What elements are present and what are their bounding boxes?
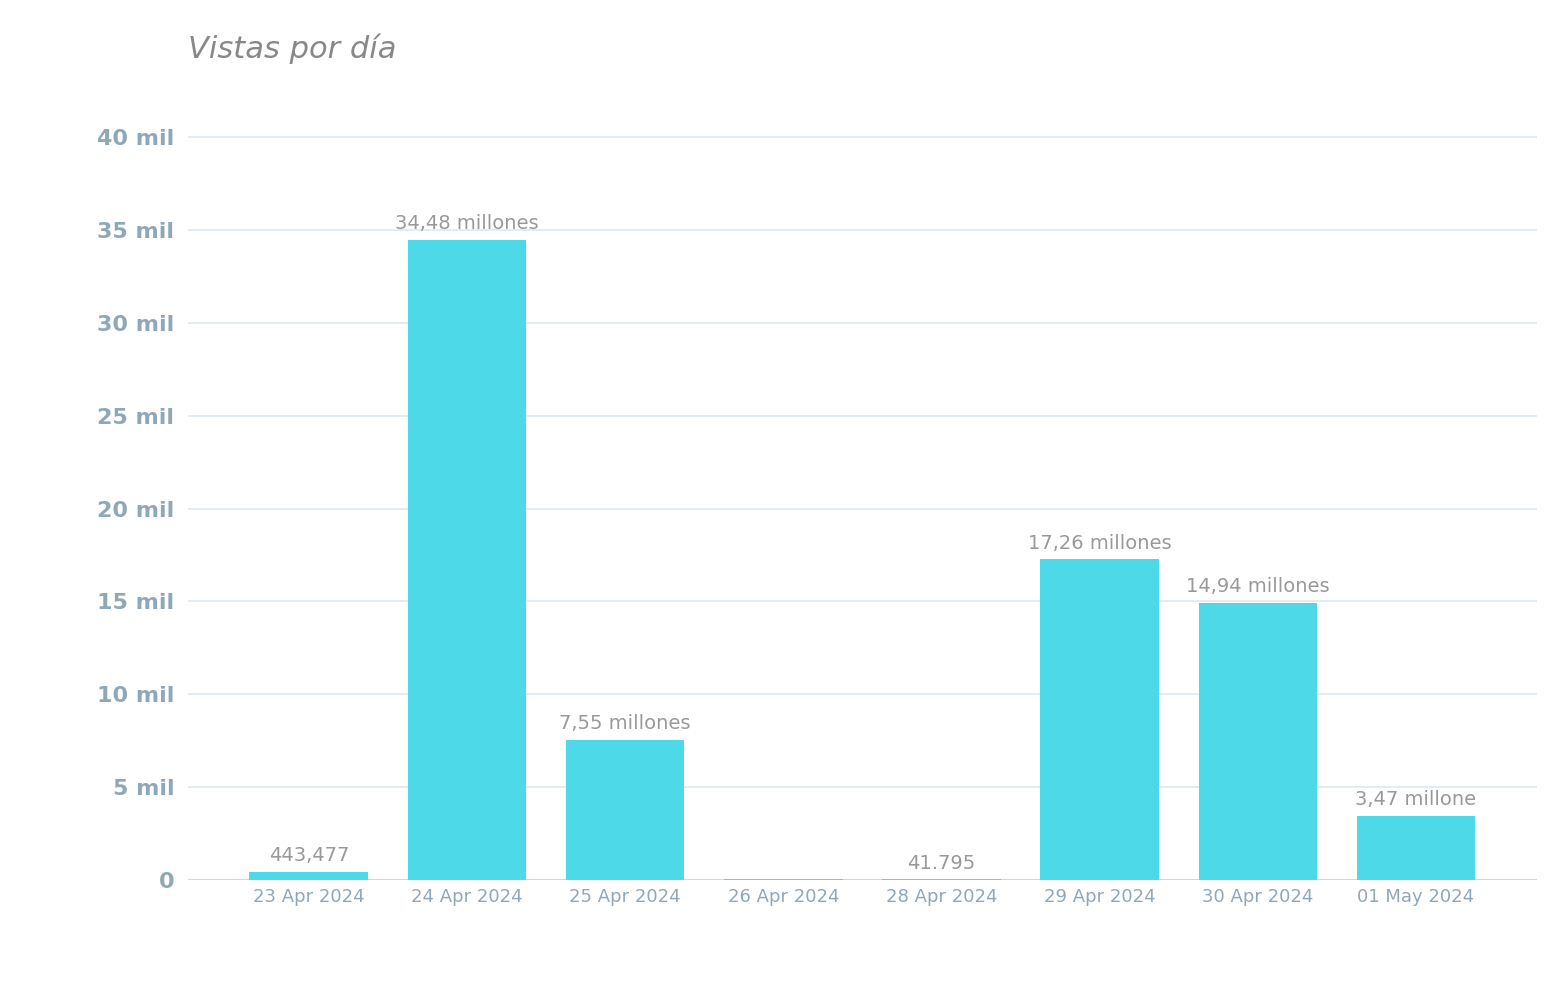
Bar <box>1040 559 1159 880</box>
Bar <box>1198 603 1317 880</box>
Bar <box>249 872 368 880</box>
Text: 41.795: 41.795 <box>908 854 975 873</box>
Text: 14,94 millones: 14,94 millones <box>1185 577 1330 596</box>
Text: 34,48 millones: 34,48 millones <box>395 214 539 233</box>
Text: 17,26 millones: 17,26 millones <box>1029 534 1171 553</box>
Text: 7,55 millones: 7,55 millones <box>560 714 691 733</box>
Text: 443,477: 443,477 <box>268 846 350 865</box>
Text: Vistas por día: Vistas por día <box>188 34 397 64</box>
Bar <box>1356 816 1475 880</box>
Text: 3,47 millone: 3,47 millone <box>1355 790 1477 809</box>
Bar <box>566 740 685 880</box>
Bar <box>408 240 527 880</box>
